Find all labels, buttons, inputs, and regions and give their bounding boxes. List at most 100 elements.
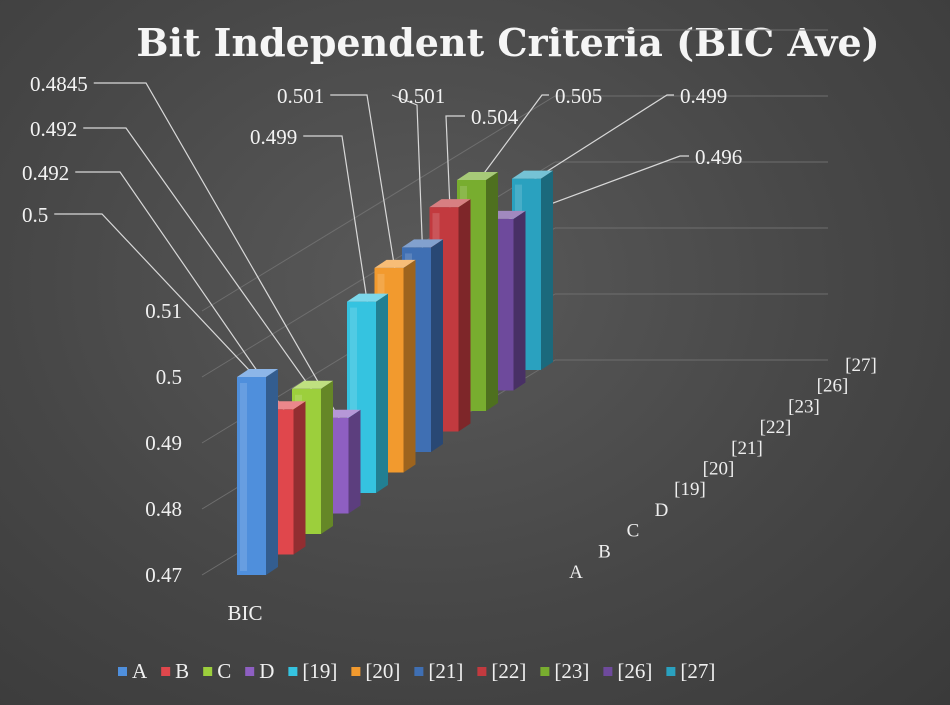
legend-item: B (161, 659, 189, 683)
legend-label: [27] (680, 659, 715, 683)
bar-A (237, 369, 278, 575)
bar-side (513, 210, 526, 391)
bar-side (541, 170, 553, 370)
legend-label: C (217, 659, 231, 683)
depth-axis-label: C (627, 521, 640, 542)
bar-side (403, 259, 416, 473)
legend-label: [26] (617, 659, 652, 683)
leader-line (93, 82, 341, 421)
bar-side (376, 293, 388, 493)
legend-item: [20] (351, 659, 400, 683)
data-label: 0.492 (30, 117, 77, 141)
legend-item: [23] (540, 659, 589, 683)
leader-line (83, 127, 313, 392)
legend-swatch (288, 667, 298, 676)
y-tick-label: 0.47 (145, 563, 182, 587)
x-category-label: BIC (227, 601, 262, 625)
legend-item: [21] (414, 659, 463, 683)
gridline-floor (201, 95, 556, 312)
bar-top (402, 239, 443, 248)
legend-swatch (477, 667, 487, 676)
legend-swatch (118, 667, 127, 676)
leader-line (391, 94, 424, 250)
depth-axis-label: [20] (703, 459, 735, 480)
depth-axis-label: [23] (788, 396, 820, 417)
bar-top (347, 293, 388, 302)
legend-swatch (414, 667, 424, 676)
legend-item: [22] (477, 659, 526, 683)
bar-side (348, 409, 361, 514)
leader-line (532, 94, 674, 182)
data-label: 0.501 (398, 84, 445, 108)
legend-label: [21] (428, 659, 463, 683)
legend-swatch (603, 667, 613, 676)
bar-top (429, 199, 471, 208)
y-tick-label: 0.48 (145, 497, 182, 521)
x-axis: BIC (227, 601, 262, 625)
legend-item: C (203, 659, 231, 683)
bar-highlight (240, 383, 247, 571)
data-label: 0.501 (277, 84, 324, 108)
data-label: 0.499 (250, 125, 297, 149)
bar-top (374, 259, 416, 268)
y-tick-label: 0.49 (145, 431, 182, 455)
bar-side (486, 172, 498, 411)
legend-item: [19] (288, 659, 337, 683)
legend-swatch (666, 667, 676, 676)
legend-item: D (245, 659, 274, 683)
y-axis: 0.47 0.48 0.49 0.5 0.51 (145, 299, 182, 587)
leader-line (504, 155, 689, 222)
bar-23 (457, 172, 498, 411)
depth-axis-label: [21] (731, 438, 763, 459)
bar-top (512, 170, 553, 179)
legend-label: D (259, 659, 274, 683)
depth-axis-label: [27] (845, 355, 877, 376)
data-label: 0.504 (471, 105, 519, 129)
data-label: 0.496 (695, 145, 742, 169)
leader-line (54, 213, 258, 380)
legend-swatch (540, 667, 550, 676)
bar-side (321, 380, 333, 534)
legend-swatch (351, 667, 361, 676)
depth-axis-label: [22] (760, 417, 792, 438)
legend-label: [23] (554, 659, 589, 683)
y-tick-label: 0.5 (156, 365, 182, 389)
legend-item: [27] (666, 659, 715, 683)
bar-19 (347, 293, 388, 493)
y-tick-label: 0.51 (145, 299, 182, 323)
data-label-leaders (54, 82, 689, 421)
legend-label: B (175, 659, 189, 683)
legend-swatch (161, 667, 171, 676)
legend-swatch (203, 667, 213, 676)
depth-axis-label: [26] (817, 376, 849, 397)
leader-line (75, 171, 286, 412)
bar-top (237, 369, 278, 377)
legend-label: A (132, 659, 148, 683)
bar-front (237, 377, 266, 575)
depth-axis-label: A (569, 562, 583, 583)
chart-title: Bit Independent Criteria (BIC Ave) (136, 20, 879, 65)
bar-top (292, 380, 333, 389)
bar-side (266, 369, 278, 575)
data-labels: 0.5 0.492 0.492 0.4845 0.499 0.501 0.501 0.504 0… (22, 72, 742, 227)
data-label: 0.5 (22, 203, 48, 227)
bar-side (293, 401, 306, 555)
legend: A B C D [19] [20] [21] [22] [23] [26] [27] (118, 659, 715, 683)
bars (237, 170, 553, 575)
depth-axis-label: [19] (674, 479, 706, 500)
legend-label: [19] (302, 659, 337, 683)
bar-side (431, 239, 443, 452)
data-label: 0.4845 (30, 72, 88, 96)
leader-line (303, 135, 369, 304)
legend-item: A (118, 659, 148, 683)
legend-swatch (245, 667, 255, 676)
leader-line (477, 94, 549, 183)
bar-highlight (350, 307, 357, 489)
data-label: 0.505 (555, 84, 602, 108)
legend-label: [22] (491, 659, 526, 683)
bar-top (457, 172, 498, 180)
depth-axis-label: B (598, 541, 611, 562)
bar-side (458, 199, 471, 432)
